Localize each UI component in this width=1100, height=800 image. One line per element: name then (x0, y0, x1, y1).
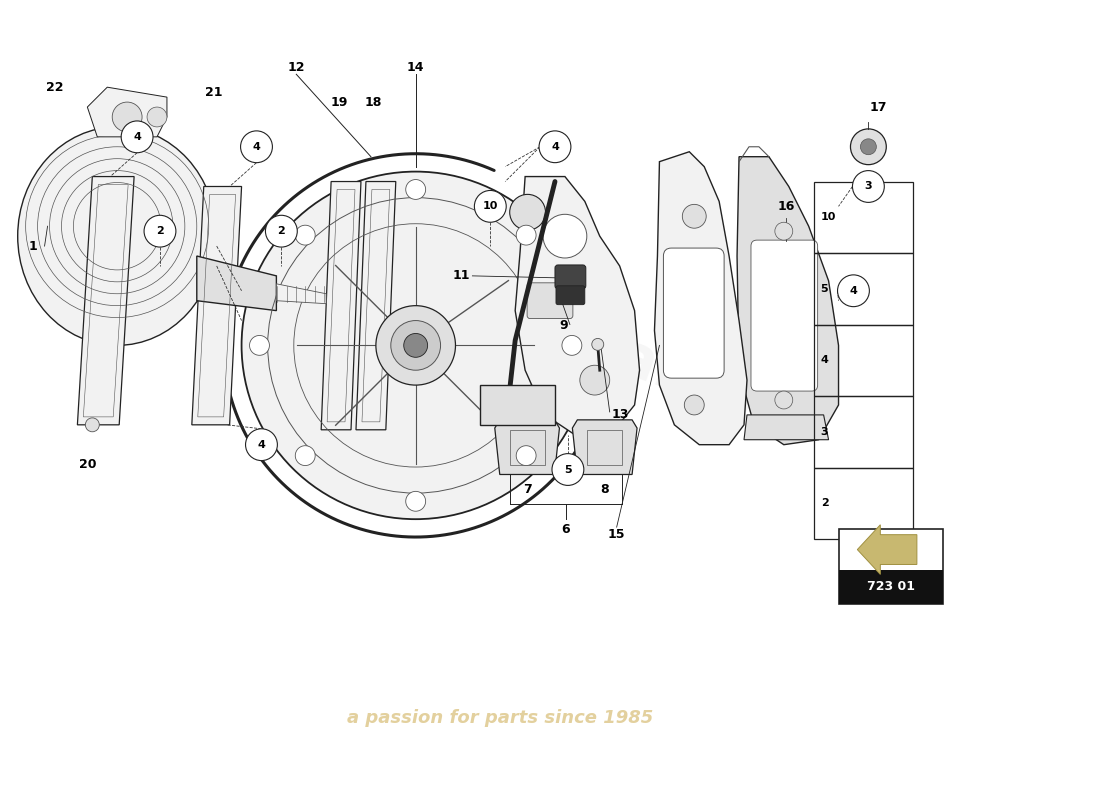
Text: 7: 7 (522, 483, 531, 496)
Text: 5: 5 (564, 465, 572, 474)
Circle shape (516, 226, 536, 245)
FancyBboxPatch shape (663, 248, 724, 378)
Text: 2: 2 (156, 226, 164, 236)
Text: 19: 19 (330, 95, 348, 109)
Circle shape (860, 139, 877, 154)
Circle shape (682, 204, 706, 228)
Text: 9: 9 (559, 319, 568, 332)
Circle shape (474, 190, 506, 222)
Circle shape (241, 131, 273, 162)
Circle shape (390, 321, 441, 370)
Text: eurospares: eurospares (397, 250, 763, 430)
Polygon shape (276, 284, 326, 304)
Text: 18: 18 (364, 95, 382, 109)
Polygon shape (654, 152, 747, 445)
Circle shape (852, 170, 884, 202)
Text: 3: 3 (821, 426, 828, 437)
Text: 5: 5 (821, 284, 828, 294)
Polygon shape (197, 256, 276, 310)
Text: 6: 6 (562, 522, 570, 535)
FancyBboxPatch shape (838, 529, 943, 603)
Circle shape (516, 446, 536, 466)
Circle shape (684, 395, 704, 415)
Polygon shape (191, 186, 242, 425)
Text: 16: 16 (777, 200, 794, 213)
Polygon shape (857, 525, 917, 574)
Text: 1: 1 (29, 239, 37, 253)
Text: 12: 12 (287, 61, 305, 74)
Circle shape (850, 129, 887, 165)
Circle shape (837, 275, 869, 306)
Circle shape (265, 215, 297, 247)
Text: 22: 22 (46, 81, 64, 94)
Text: 2: 2 (821, 498, 828, 508)
Text: 13: 13 (612, 408, 629, 422)
Text: 21: 21 (205, 86, 222, 98)
Text: 2: 2 (277, 226, 285, 236)
FancyBboxPatch shape (838, 570, 943, 603)
Circle shape (562, 335, 582, 355)
Circle shape (245, 429, 277, 461)
FancyBboxPatch shape (527, 283, 573, 318)
Circle shape (592, 338, 604, 350)
Circle shape (552, 454, 584, 486)
Polygon shape (87, 87, 167, 137)
Polygon shape (737, 157, 838, 445)
Text: 3: 3 (865, 182, 872, 191)
Text: 17: 17 (870, 101, 887, 114)
Polygon shape (744, 415, 828, 440)
Circle shape (250, 335, 270, 355)
Circle shape (543, 214, 586, 258)
Circle shape (86, 418, 99, 432)
Circle shape (404, 334, 428, 358)
Text: 10: 10 (821, 212, 836, 222)
Circle shape (406, 491, 426, 511)
Circle shape (539, 131, 571, 162)
FancyBboxPatch shape (556, 286, 585, 305)
Polygon shape (515, 177, 639, 434)
Text: 4: 4 (551, 142, 559, 152)
Circle shape (147, 107, 167, 127)
Circle shape (774, 391, 793, 409)
Text: 8: 8 (601, 483, 609, 496)
Circle shape (144, 215, 176, 247)
Circle shape (112, 102, 142, 132)
Text: 4: 4 (257, 440, 265, 450)
Ellipse shape (18, 127, 217, 346)
Polygon shape (495, 420, 560, 474)
Text: 4: 4 (849, 286, 857, 296)
Circle shape (406, 179, 426, 199)
Circle shape (242, 171, 590, 519)
Circle shape (295, 446, 316, 466)
Circle shape (509, 194, 546, 230)
FancyBboxPatch shape (751, 240, 817, 391)
Text: 4: 4 (133, 132, 141, 142)
Polygon shape (321, 182, 361, 430)
Circle shape (295, 226, 316, 245)
Text: 4: 4 (821, 355, 828, 366)
Circle shape (580, 366, 609, 395)
Text: 14: 14 (407, 61, 425, 74)
Polygon shape (77, 177, 134, 425)
FancyBboxPatch shape (556, 265, 586, 289)
Polygon shape (572, 420, 637, 474)
Text: 10: 10 (483, 202, 498, 211)
Circle shape (121, 121, 153, 153)
Text: 11: 11 (453, 270, 471, 282)
Polygon shape (356, 182, 396, 430)
Text: 723 01: 723 01 (867, 580, 915, 594)
Text: 4: 4 (253, 142, 261, 152)
Circle shape (774, 222, 793, 240)
Text: 15: 15 (608, 527, 626, 541)
Polygon shape (481, 385, 556, 425)
Circle shape (376, 306, 455, 385)
Text: 20: 20 (78, 458, 96, 471)
Text: a passion for parts since 1985: a passion for parts since 1985 (348, 709, 653, 726)
